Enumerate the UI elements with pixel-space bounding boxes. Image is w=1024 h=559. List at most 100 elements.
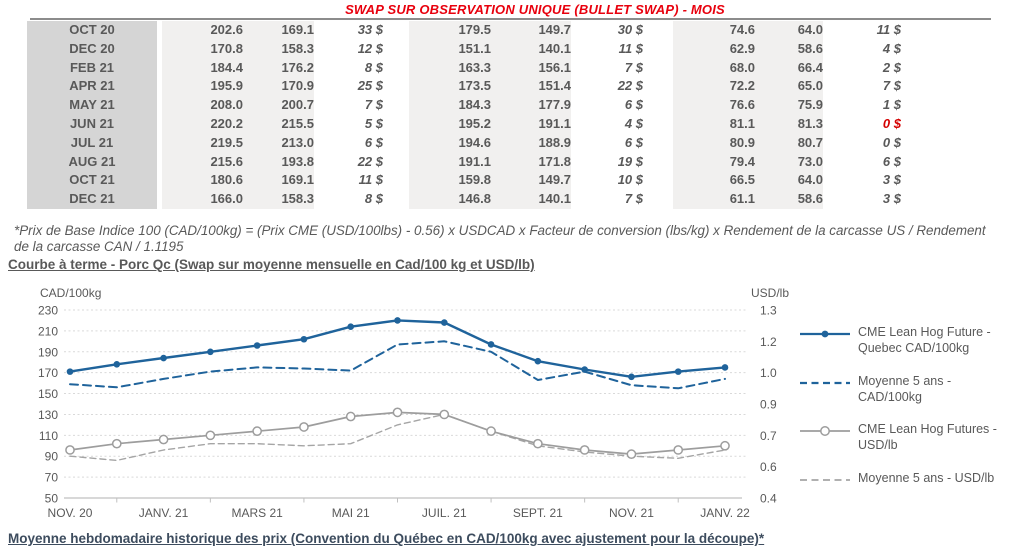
left-axis-tick-label: 110 xyxy=(39,429,58,443)
cell-d1: 11 $ xyxy=(314,171,383,191)
cell-c3: 184.3 xyxy=(409,96,491,115)
cell-c1: 170.8 xyxy=(162,39,243,59)
cell-c5: 81.1 xyxy=(673,114,755,134)
cell-c4: 191.1 xyxy=(491,114,571,134)
table-row: DEC 20 170.8 158.3 12 $ 151.1 140.1 11 $ 62.9 58… xyxy=(27,39,901,59)
series-marker xyxy=(487,341,495,348)
legend-label: Moyenne 5 ans - CAD/100kg xyxy=(858,373,952,404)
series-marker xyxy=(300,335,308,343)
cell-gap xyxy=(157,21,162,40)
cell-c5: 76.6 xyxy=(673,96,755,115)
cell-gap xyxy=(383,39,409,59)
cell-d1: 12 $ xyxy=(314,39,383,59)
table-row: APR 21 195.9 170.9 25 $ 173.5 151.4 22 $ 72.2 65… xyxy=(27,77,901,97)
series-marker xyxy=(486,426,496,437)
cell-gap xyxy=(383,58,409,78)
section-heading-moyenne: Moyenne hebdomadaire historique des prix… xyxy=(8,531,765,546)
cell-d3: 1 $ xyxy=(823,96,901,115)
series-marker xyxy=(534,357,542,365)
cell-c5: 74.6 xyxy=(673,21,755,40)
cell-gap xyxy=(643,114,673,134)
cell-c2: 200.7 xyxy=(243,96,314,115)
cell-c1: 208.0 xyxy=(162,96,243,115)
left-axis-tick-label: 210 xyxy=(38,324,58,338)
cell-gap xyxy=(383,152,409,172)
cell-c2: 158.3 xyxy=(243,190,314,209)
cell-c5: 72.2 xyxy=(673,77,755,97)
left-axis-title: CAD/100kg xyxy=(40,286,101,300)
series-marker xyxy=(345,411,356,422)
cell-c1: 202.6 xyxy=(162,21,243,40)
cell-c3: 159.8 xyxy=(409,171,491,191)
series-marker xyxy=(439,409,450,420)
cell-gap xyxy=(157,96,162,115)
legend-line-sample xyxy=(800,478,850,481)
cell-month: OCT 20 xyxy=(27,21,157,40)
cell-d3: 3 $ xyxy=(823,171,901,191)
cell-d3: 4 $ xyxy=(823,39,901,59)
legend-label: CME Lean Hog Futures - USD/lb xyxy=(858,422,997,453)
left-axis-tick-label: 70 xyxy=(45,471,59,485)
cell-gap xyxy=(157,152,162,172)
cell-gap xyxy=(643,58,673,78)
cell-c2: 170.9 xyxy=(243,77,314,97)
cell-c3: 179.5 xyxy=(409,21,491,40)
cell-c1: 195.9 xyxy=(162,77,243,97)
x-axis-tick-label: JANV. 22 xyxy=(700,506,750,520)
cell-d3: 2 $ xyxy=(823,58,901,78)
table-row: JUL 21 219.5 213.0 6 $194.6 188.9 6 $80.9 80.7… xyxy=(27,133,901,153)
cell-c5: 61.1 xyxy=(673,190,755,209)
series-marker xyxy=(579,445,590,455)
cell-d1: 5 $ xyxy=(314,114,383,134)
cell-c4: 149.7 xyxy=(491,171,571,191)
cell-d3: 0 $ xyxy=(823,114,901,134)
cell-month: APR 21 xyxy=(27,77,157,97)
series-line-2 xyxy=(69,411,726,455)
cell-d1: 25 $ xyxy=(314,77,383,97)
table-row: OCT 20 202.6 169.1 33 $ 179.5 149.7 30 $ 74.6 64… xyxy=(27,21,901,40)
cell-d3: 6 $ xyxy=(823,152,901,172)
legend-label: CME Lean Hog Future - Quebec CAD/100kg xyxy=(858,325,991,356)
cell-c4: 188.9 xyxy=(491,133,571,153)
cell-c4: 149.7 xyxy=(491,21,571,40)
cell-c1: 220.2 xyxy=(162,114,243,134)
cell-gap xyxy=(157,171,162,191)
cell-c3: 151.1 xyxy=(409,39,491,59)
cell-gap xyxy=(157,133,162,153)
cell-d2: 30 $ xyxy=(571,21,643,40)
cell-month: FEB 21 xyxy=(27,58,157,78)
cell-c5: 62.9 xyxy=(673,39,755,59)
cell-d3: 3 $ xyxy=(823,190,901,209)
series-marker xyxy=(205,430,216,441)
legend-line-sample xyxy=(800,330,850,338)
left-axis-tick-label: 90 xyxy=(45,450,59,464)
series-marker xyxy=(626,449,637,459)
cell-gap xyxy=(157,77,162,97)
cell-c1: 184.4 xyxy=(162,58,243,78)
cell-gap xyxy=(643,133,673,153)
cell-c2: 169.1 xyxy=(243,21,314,40)
cell-month: JUN 21 xyxy=(27,114,157,134)
cell-gap xyxy=(383,133,409,153)
cell-d3: 0 $ xyxy=(823,133,901,153)
cell-c2: 215.5 xyxy=(243,114,314,134)
cell-d1: 7 $ xyxy=(314,96,383,115)
cell-c2: 158.3 xyxy=(243,39,314,59)
cell-gap xyxy=(157,39,162,59)
series-marker xyxy=(158,434,169,445)
series-marker xyxy=(160,354,167,362)
chart-legend: CME Lean Hog Future - Quebec CAD/100kg Mo… xyxy=(799,324,1011,487)
left-axis-tick-label: 170 xyxy=(38,366,58,380)
x-axis-tick-label: JUIL. 21 xyxy=(422,506,467,520)
cell-gap xyxy=(383,96,409,115)
cell-d1: 8 $ xyxy=(314,58,383,78)
cell-gap xyxy=(643,96,673,115)
cell-d1: 8 $ xyxy=(314,190,383,209)
cell-gap xyxy=(157,114,162,134)
cell-month: OCT 21 xyxy=(27,171,157,191)
cell-d2: 11 $ xyxy=(571,39,643,59)
cell-d2: 6 $ xyxy=(571,133,643,153)
cell-d1: 22 $ xyxy=(314,152,383,172)
cell-c6: 65.0 xyxy=(755,77,823,97)
cell-gap xyxy=(643,39,673,59)
